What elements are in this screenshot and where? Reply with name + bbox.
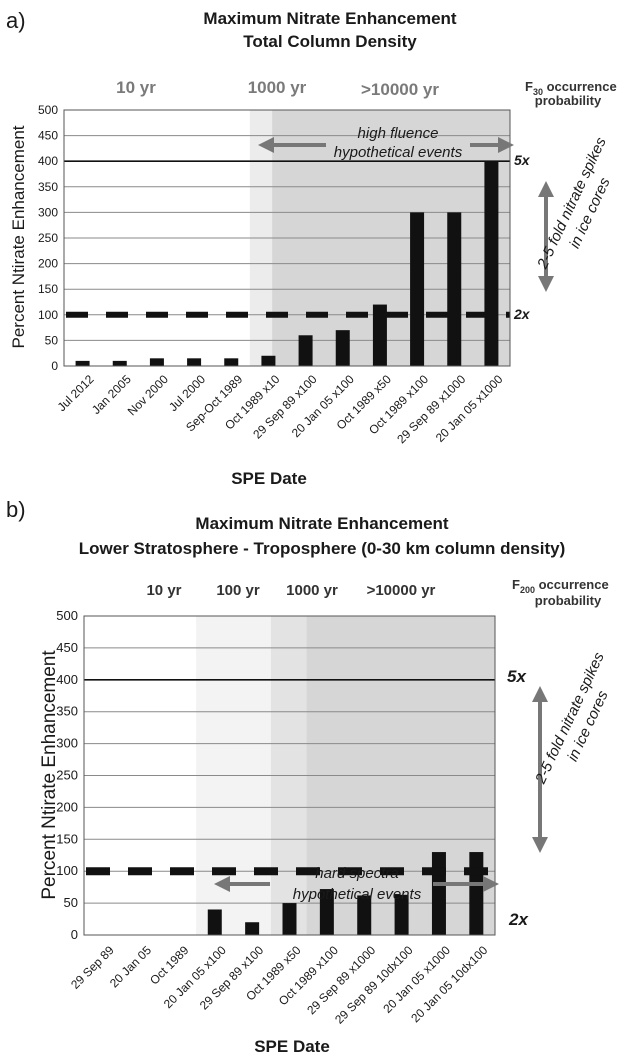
panel-a-2x-label: 2x [513, 306, 531, 322]
panel-b-x-tick-29-sep-89-x100: 29 Sep 89 x100 [197, 943, 267, 1013]
panel-b-label: b) [6, 497, 26, 522]
panel-a-bar-oct-1989-x100 [410, 212, 425, 366]
panel-a-bar-nov-2000 [149, 358, 164, 366]
panel-b-y-tick-0: 0 [71, 927, 78, 942]
panel-b-y-tick-250: 250 [56, 768, 78, 783]
panel-b-zone-label-10000yr: >10000 yr [367, 582, 436, 599]
panel-b-occurrence-label-line2: probability [535, 593, 602, 608]
panel-b-2x-label: 2x [508, 910, 529, 929]
panel-a-5x-label: 5x [514, 152, 531, 168]
panel-b-y-ticks: 0 50 100 150 200 250 300 350 400 450 500 [56, 608, 78, 942]
panel-a-bar-oct-1989-x10 [261, 355, 276, 366]
panel-b-y-tick-450: 450 [56, 640, 78, 655]
panel-b-y-tick-300: 300 [56, 736, 78, 751]
panel-b-y-tick-500: 500 [56, 608, 78, 623]
panel-a-y-tick-250: 250 [38, 231, 58, 245]
panel-b-y-axis-label: Percent Ntirate Enhancement [39, 650, 60, 900]
panel-b-zone-label-100yr: 100 yr [216, 582, 260, 599]
panel-a: a) Maximum Nitrate Enhancement Total Col… [6, 8, 617, 488]
panel-b-bar-oct-1989-x100 [319, 889, 334, 935]
panel-a-bar-jan-2005 [112, 360, 127, 366]
panel-a-occurrence-label: F30 occurrence [525, 79, 617, 97]
panel-a-y-tick-100: 100 [38, 308, 58, 322]
panel-b-y-tick-350: 350 [56, 704, 78, 719]
panel-b-zone-label-10yr: 10 yr [146, 582, 181, 599]
panel-a-y-tick-400: 400 [38, 154, 58, 168]
panel-a-annotation-line1: high fluence [358, 125, 439, 142]
panel-b-bar-29-sep-89-x100 [245, 922, 260, 935]
panel-b-bar-29-sep-89-10dx100 [394, 894, 409, 935]
panel-a-y-tick-300: 300 [38, 205, 58, 219]
panel-b-annotation-line2: hypothetical events [293, 886, 422, 903]
panel-b-bar-29-sep-89-x1000 [357, 895, 372, 935]
panel-a-x-tick-20-jan-05-x1000: 20 Jan 05 x1000 [433, 372, 506, 445]
panel-b-zone-label-1000yr: 1000 yr [286, 582, 338, 599]
panel-a-bar-20-jan-05-x1000 [484, 161, 499, 366]
panel-b: b) Maximum Nitrate Enhancement Lower Str… [6, 497, 612, 1056]
panel-a-occurrence-label-line2: probability [535, 93, 602, 108]
panel-a-x-tick-nov-2000: Nov 2000 [125, 372, 171, 418]
panel-a-y-tick-200: 200 [38, 257, 58, 271]
panel-a-y-tick-350: 350 [38, 180, 58, 194]
panel-b-5x-label: 5x [507, 667, 527, 686]
panel-a-y-tick-450: 450 [38, 129, 58, 143]
panel-b-bar-20-jan-05-x100 [207, 909, 222, 935]
panel-b-bar-20-jan-05-10dx100 [469, 852, 484, 935]
panel-a-bar-29-sep-89-x1000 [447, 212, 462, 366]
panel-b-y-tick-100: 100 [56, 863, 78, 878]
panel-b-y-tick-50: 50 [64, 895, 78, 910]
panel-b-y-tick-200: 200 [56, 799, 78, 814]
panel-b-y-tick-150: 150 [56, 831, 78, 846]
panel-a-zone-label-10000yr: >10000 yr [361, 80, 439, 99]
panel-a-subtitle: Total Column Density [243, 32, 417, 51]
panel-b-x-tick-20-jan-05: 20 Jan 05 [107, 943, 154, 990]
panel-b-reference-lines [84, 678, 495, 876]
panel-b-x-axis-label: SPE Date [254, 1037, 330, 1056]
panel-a-reference-lines [64, 160, 510, 318]
panel-a-bar-29-sep-89-x100 [298, 335, 313, 366]
panel-a-y-axis-label: Percent Ntirate Enhancement [9, 125, 28, 348]
panel-a-y-tick-150: 150 [38, 282, 58, 296]
panel-a-annotation-line2: hypothetical events [334, 144, 463, 161]
panel-a-y-tick-0: 0 [51, 359, 58, 373]
panel-a-label: a) [6, 8, 26, 33]
panel-a-bar-20-jan-05-x100 [335, 330, 350, 366]
panel-b-x-tick-20-jan-05-x1000: 20 Jan 05 x1000 [380, 943, 453, 1016]
panel-b-y-tick-400: 400 [56, 672, 78, 687]
panel-a-bar-sep-oct-1989 [224, 358, 239, 366]
panel-a-title: Maximum Nitrate Enhancement [203, 9, 457, 28]
panel-a-y-ticks: 0 50 100 150 200 250 300 350 400 450 500 [38, 103, 58, 373]
panel-a-y-tick-500: 500 [38, 103, 58, 117]
panel-b-title: Maximum Nitrate Enhancement [195, 514, 449, 533]
panel-b-bar-oct-1989-x50 [282, 903, 297, 935]
panel-b-plot-frame [83, 615, 496, 936]
panel-a-bar-oct-1989-x50 [372, 304, 387, 366]
panel-a-x-tick-29-sep-89-x100: 29 Sep 89 x100 [250, 372, 320, 442]
panel-a-bar-jul-2012 [75, 360, 90, 366]
panel-a-zone-label-10yr: 10 yr [116, 78, 156, 97]
panel-b-bar-20-jan-05-x1000 [431, 852, 446, 935]
panel-a-zone-label-1000yr: 1000 yr [248, 78, 307, 97]
panel-b-subtitle: Lower Stratosphere - Troposphere (0-30 k… [79, 539, 566, 558]
panel-b-occurrence-label: F200 occurrence [512, 577, 609, 595]
panel-b-x-tick-29-sep-89-x1000: 29 Sep 89 x1000 [304, 943, 378, 1017]
panel-a-plot-frame [63, 109, 511, 367]
panel-b-annotation-line1: hard spectra [315, 865, 398, 882]
panel-a-y-tick-50: 50 [45, 333, 59, 347]
panel-a-x-axis-label: SPE Date [231, 469, 307, 488]
panel-a-bar-jul-2000 [187, 358, 202, 366]
